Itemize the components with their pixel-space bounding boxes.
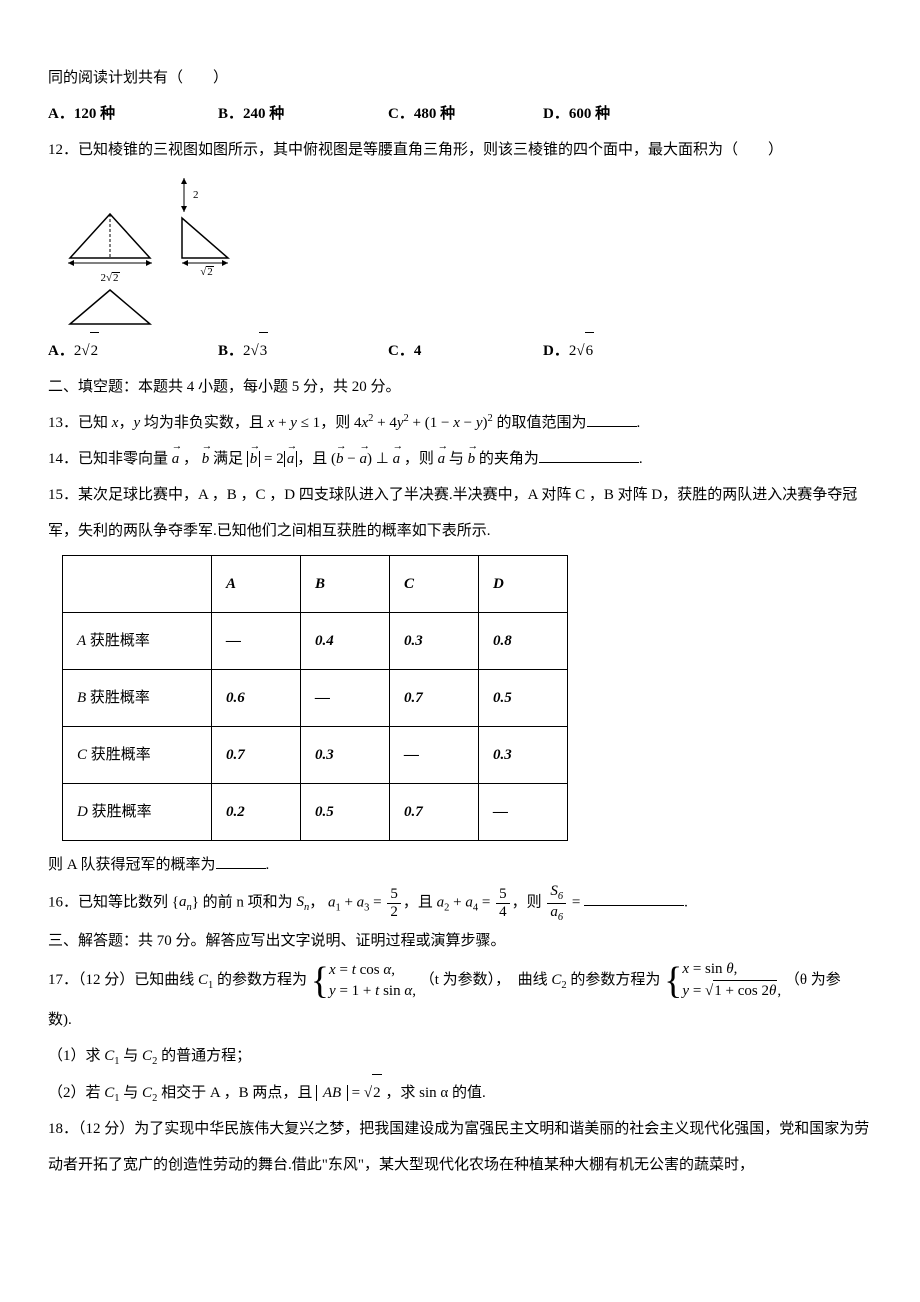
section2-heading: 二、填空题：本题共 4 小题，每小题 5 分，共 20 分。 — [48, 369, 872, 405]
q12-choice-b: B．2√3 — [218, 332, 388, 369]
q16: 16．已知等比数列 {an} 的前 n 项和为 Sn， a1 + a3 = 52… — [48, 883, 872, 923]
q15-text: 15．某次足球比赛中，A ，B ，C ，D 四支球队进入了半决赛.半决赛中，A … — [48, 477, 872, 549]
q12-choice-a: A．2√2 — [48, 332, 218, 369]
q11-tail: 同的阅读计划共有（ ） — [48, 60, 872, 96]
q11-choice-b: B．240 种 — [218, 96, 388, 132]
q11-choice-d: D．600 种 — [543, 96, 610, 132]
table-header-d: D — [479, 556, 568, 613]
q12-choice-d: D．2√6 — [543, 332, 594, 369]
table-row: A 获胜概率 —0.40.30.8 — [63, 613, 568, 670]
table-row: B 获胜概率 0.6—0.70.5 — [63, 670, 568, 727]
q12-text: 12．已知棱锥的三视图如图所示，其中俯视图是等腰直角三角形，则该三棱锥的四个面中… — [48, 132, 872, 168]
q12-choice-c: C．4 — [388, 333, 543, 369]
section3-heading: 三、解答题：共 70 分。解答应写出文字说明、证明过程或演算步骤。 — [48, 923, 872, 959]
height-label: 2 — [193, 182, 199, 208]
q14: 14．已知非零向量 a ， b 满足 b = 2a，且 (b − a) ⊥ a … — [48, 441, 872, 477]
table-row: D 获胜概率 0.20.50.7— — [63, 784, 568, 841]
top-view-triangle — [62, 284, 158, 332]
q15-tail: 则 A 队获得冠军的概率为. — [48, 847, 872, 883]
front-view-triangle — [62, 210, 158, 272]
q11-choice-a: A．120 种 — [48, 96, 218, 132]
three-views-figure: 2√2 2 √2 — [62, 176, 872, 332]
probability-table: A B C D A 获胜概率 —0.40.30.8 B 获胜概率 0.6—0.7… — [62, 555, 568, 841]
table-header-b: B — [301, 556, 390, 613]
q17-sub1: （1）求 C1 与 C2 的普通方程； — [48, 1038, 872, 1074]
q17: 17．（12 分）已知曲线 C1 的参数方程为 {x = t cos α,y =… — [48, 959, 872, 1002]
side-view-triangle — [178, 214, 236, 266]
q11-choice-c: C．480 种 — [388, 96, 543, 132]
table-row: C 获胜概率 0.70.3—0.3 — [63, 727, 568, 784]
q12-choices: A．2√2 B．2√3 C．4 D．2√6 — [48, 332, 872, 369]
table-header-a: A — [212, 556, 301, 613]
table-header-c: C — [390, 556, 479, 613]
q11-choices: A．120 种 B．240 种 C．480 种 D．600 种 — [48, 96, 872, 132]
table-header-blank — [63, 556, 212, 613]
height-arrow — [178, 176, 190, 214]
q17-tail: 数). — [48, 1002, 872, 1038]
q17-sub2: （2）若 C1 与 C2 相交于 A ，B 两点，且 AB = √2 ，求 si… — [48, 1074, 872, 1111]
q18: 18．（12 分）为了实现中华民族伟大复兴之梦，把我国建设成为富强民主文明和谐美… — [48, 1111, 872, 1183]
